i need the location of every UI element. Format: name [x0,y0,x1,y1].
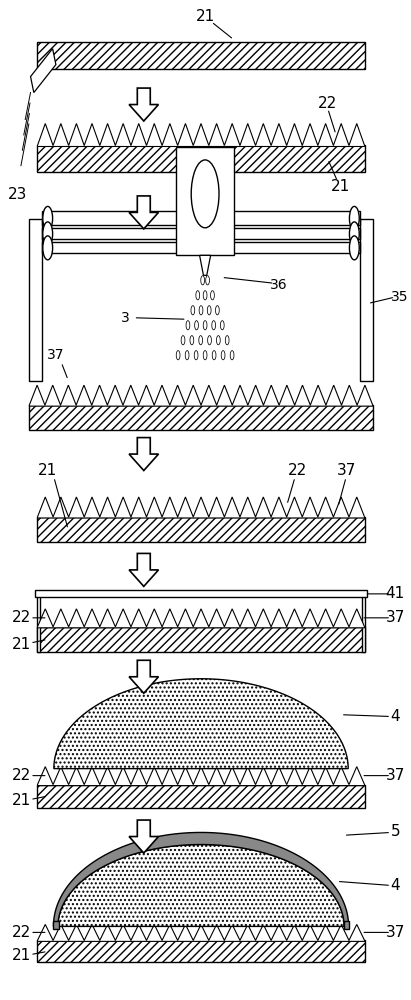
Text: 4: 4 [390,709,400,724]
Bar [42,211,360,225]
Text: 22: 22 [12,610,32,625]
Bar [37,785,365,808]
Polygon shape [129,88,159,121]
Circle shape [203,291,207,300]
Polygon shape [129,660,159,693]
Text: 22: 22 [287,463,307,478]
Polygon shape [37,924,365,941]
Text: 4: 4 [390,878,400,893]
Text: 21: 21 [12,948,32,963]
Polygon shape [53,832,349,926]
Circle shape [43,206,53,230]
Circle shape [349,236,359,260]
Circle shape [212,351,216,360]
Bar [360,219,373,381]
Bar [29,405,373,430]
Circle shape [217,336,220,345]
Circle shape [194,351,198,360]
Text: 37: 37 [386,610,405,625]
Polygon shape [54,679,348,769]
Polygon shape [37,497,365,518]
Circle shape [220,321,224,330]
Text: 36: 36 [270,278,288,292]
Circle shape [199,336,203,345]
Text: 37: 37 [386,768,405,783]
Bar [362,592,365,652]
Polygon shape [30,49,56,93]
Bar [37,42,365,69]
Text: 37: 37 [386,925,405,940]
Text: 3: 3 [121,311,130,325]
Text: 21: 21 [330,179,350,194]
Circle shape [185,351,189,360]
Circle shape [191,160,219,228]
Circle shape [215,306,219,315]
Text: 22: 22 [318,96,337,111]
Bar [344,921,349,929]
Circle shape [349,222,359,246]
Text: 5: 5 [390,824,400,839]
Bar [53,921,59,929]
Text: 41: 41 [386,586,405,601]
Circle shape [206,276,210,285]
Circle shape [43,236,53,260]
Circle shape [191,306,195,315]
Text: 22: 22 [12,925,32,940]
Circle shape [186,321,190,330]
Text: 23: 23 [8,187,28,202]
Circle shape [196,291,200,300]
Circle shape [221,351,225,360]
Bar [37,940,365,962]
Circle shape [210,291,215,300]
Bar [42,242,360,253]
Bar [37,627,365,652]
Bar [37,517,365,542]
Circle shape [349,206,359,230]
Polygon shape [29,385,373,406]
Circle shape [212,321,216,330]
Bar [42,228,360,239]
Circle shape [225,336,229,345]
Circle shape [203,351,207,360]
Text: 37: 37 [47,348,65,362]
Circle shape [190,336,194,345]
Text: 35: 35 [390,290,408,304]
Bar [29,219,42,381]
Circle shape [176,351,180,360]
Circle shape [201,276,205,285]
Polygon shape [37,609,365,628]
Polygon shape [129,820,159,853]
Polygon shape [37,124,365,146]
Polygon shape [129,196,159,229]
Text: 37: 37 [337,463,356,478]
Bar [37,145,365,172]
Circle shape [230,351,234,360]
Polygon shape [37,767,365,786]
Circle shape [195,321,199,330]
Text: 21: 21 [38,463,57,478]
Bar [37,592,40,652]
Circle shape [203,321,207,330]
Polygon shape [129,553,159,586]
Circle shape [207,306,211,315]
Bar [176,147,234,255]
Circle shape [181,336,185,345]
Circle shape [199,306,203,315]
Circle shape [43,222,53,246]
Polygon shape [200,255,210,275]
Bar [35,590,367,597]
Text: 21: 21 [12,793,32,808]
Circle shape [208,336,211,345]
Text: 21: 21 [12,637,32,652]
Polygon shape [58,845,344,926]
Text: 21: 21 [196,9,215,24]
Polygon shape [129,438,159,471]
Text: 22: 22 [12,768,32,783]
